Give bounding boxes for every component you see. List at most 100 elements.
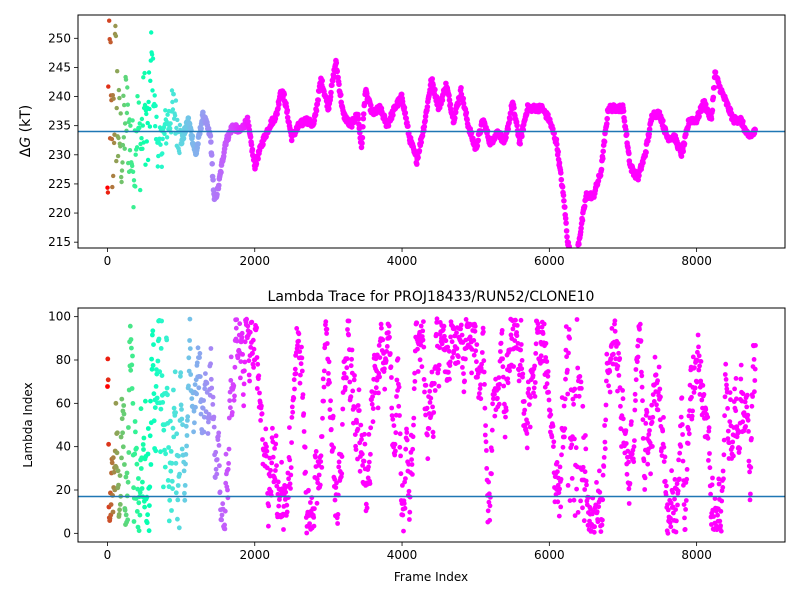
lambda-point	[525, 420, 530, 426]
lambda-point	[752, 389, 757, 395]
delta-g-point	[556, 160, 563, 166]
delta-g-point	[349, 124, 355, 130]
delta-g-point	[108, 40, 113, 45]
lambda-point	[369, 401, 375, 407]
lambda-point	[204, 380, 210, 386]
lambda-point	[124, 470, 130, 476]
lambda-point	[609, 326, 615, 331]
lambda-point	[389, 413, 395, 418]
lambda-point	[738, 376, 744, 382]
lambda-point	[632, 407, 638, 413]
delta-g-point	[571, 260, 577, 266]
lambda-point	[543, 341, 549, 346]
delta-g-point	[177, 150, 182, 156]
lambda-point	[650, 414, 656, 420]
delta-g-point	[208, 139, 214, 145]
delta-g-y-axis-label: ΔG (kT)	[18, 105, 34, 157]
lambda-point	[292, 386, 297, 392]
lambda-point	[254, 355, 260, 360]
lambda-point	[458, 322, 464, 328]
lambda-point	[535, 321, 541, 327]
lambda-point	[680, 458, 686, 464]
lambda-point	[421, 319, 426, 324]
lambda-point	[128, 367, 134, 373]
lambda-point	[159, 318, 165, 324]
delta-g-point	[133, 184, 138, 189]
lambda-point	[727, 419, 733, 424]
lambda-point	[533, 341, 539, 347]
delta-g-point	[327, 94, 334, 100]
delta-g-point	[566, 243, 572, 248]
lambda-point	[123, 474, 129, 480]
delta-g-point	[128, 123, 133, 128]
lambda-point	[335, 512, 341, 517]
delta-g-point	[313, 108, 320, 114]
lambda-point	[164, 337, 170, 343]
lambda-point	[274, 463, 279, 468]
lambda-point	[717, 518, 723, 524]
lambda-point	[117, 507, 122, 513]
lambda-point	[561, 403, 567, 409]
delta-g-point	[575, 248, 581, 254]
lambda-point	[580, 505, 585, 511]
lambda-point	[662, 454, 668, 460]
lambda-point	[173, 490, 179, 496]
lambda-point	[255, 361, 261, 367]
delta-g-point	[248, 142, 255, 148]
lambda-point	[722, 394, 728, 400]
lambda-point	[270, 454, 276, 460]
lambda-point	[474, 359, 479, 365]
lambda-point	[349, 356, 354, 362]
lambda-point	[620, 416, 626, 422]
lambda-point	[510, 326, 516, 332]
lambda-point	[745, 412, 751, 418]
lambda-point	[577, 374, 583, 379]
delta-g-point	[164, 141, 169, 146]
lambda-point	[487, 517, 493, 523]
lambda-point	[596, 504, 602, 510]
lambda-point	[481, 329, 486, 335]
lambda-point	[712, 496, 718, 501]
lambda-point	[266, 523, 271, 529]
lambda-point	[188, 372, 194, 377]
lambda-point	[423, 412, 428, 418]
lambda-point	[461, 371, 466, 376]
lambda-point	[344, 356, 350, 362]
lambda-point	[538, 353, 544, 359]
lambda-point	[291, 377, 297, 383]
delta-g-point	[114, 105, 119, 111]
lambda-point	[393, 448, 398, 454]
delta-g-point	[581, 203, 588, 210]
lambda-point	[689, 394, 694, 400]
lambda-point	[203, 371, 208, 376]
lambda-point	[187, 316, 193, 322]
delta-g-point	[507, 116, 513, 122]
lambda-point	[699, 397, 705, 403]
lambda-point	[351, 377, 357, 383]
lambda-point	[441, 323, 447, 329]
lambda-point	[564, 354, 569, 360]
lambda-point	[749, 403, 755, 409]
delta-g-point	[598, 166, 605, 173]
lambda-point	[640, 436, 646, 441]
lambda-point	[132, 419, 138, 424]
lambda-point	[578, 379, 584, 385]
lambda-point	[594, 509, 600, 515]
lambda-point	[657, 386, 663, 392]
lambda-point	[263, 453, 269, 459]
lambda-point	[189, 396, 195, 401]
delta-g-point	[561, 198, 567, 204]
lambda-point	[469, 370, 474, 376]
delta-g-point	[116, 87, 122, 93]
lambda-point	[562, 426, 568, 431]
lambda-point	[268, 489, 274, 495]
lambda-point	[161, 484, 166, 490]
lambda-point	[521, 399, 527, 404]
delta-g-point	[208, 152, 215, 158]
lambda-point	[197, 355, 202, 360]
x-tick-label: 0	[104, 548, 112, 562]
lambda-point	[557, 486, 562, 492]
lambda-point	[418, 323, 424, 329]
lambda-point	[624, 471, 630, 477]
lambda-point	[231, 383, 237, 389]
